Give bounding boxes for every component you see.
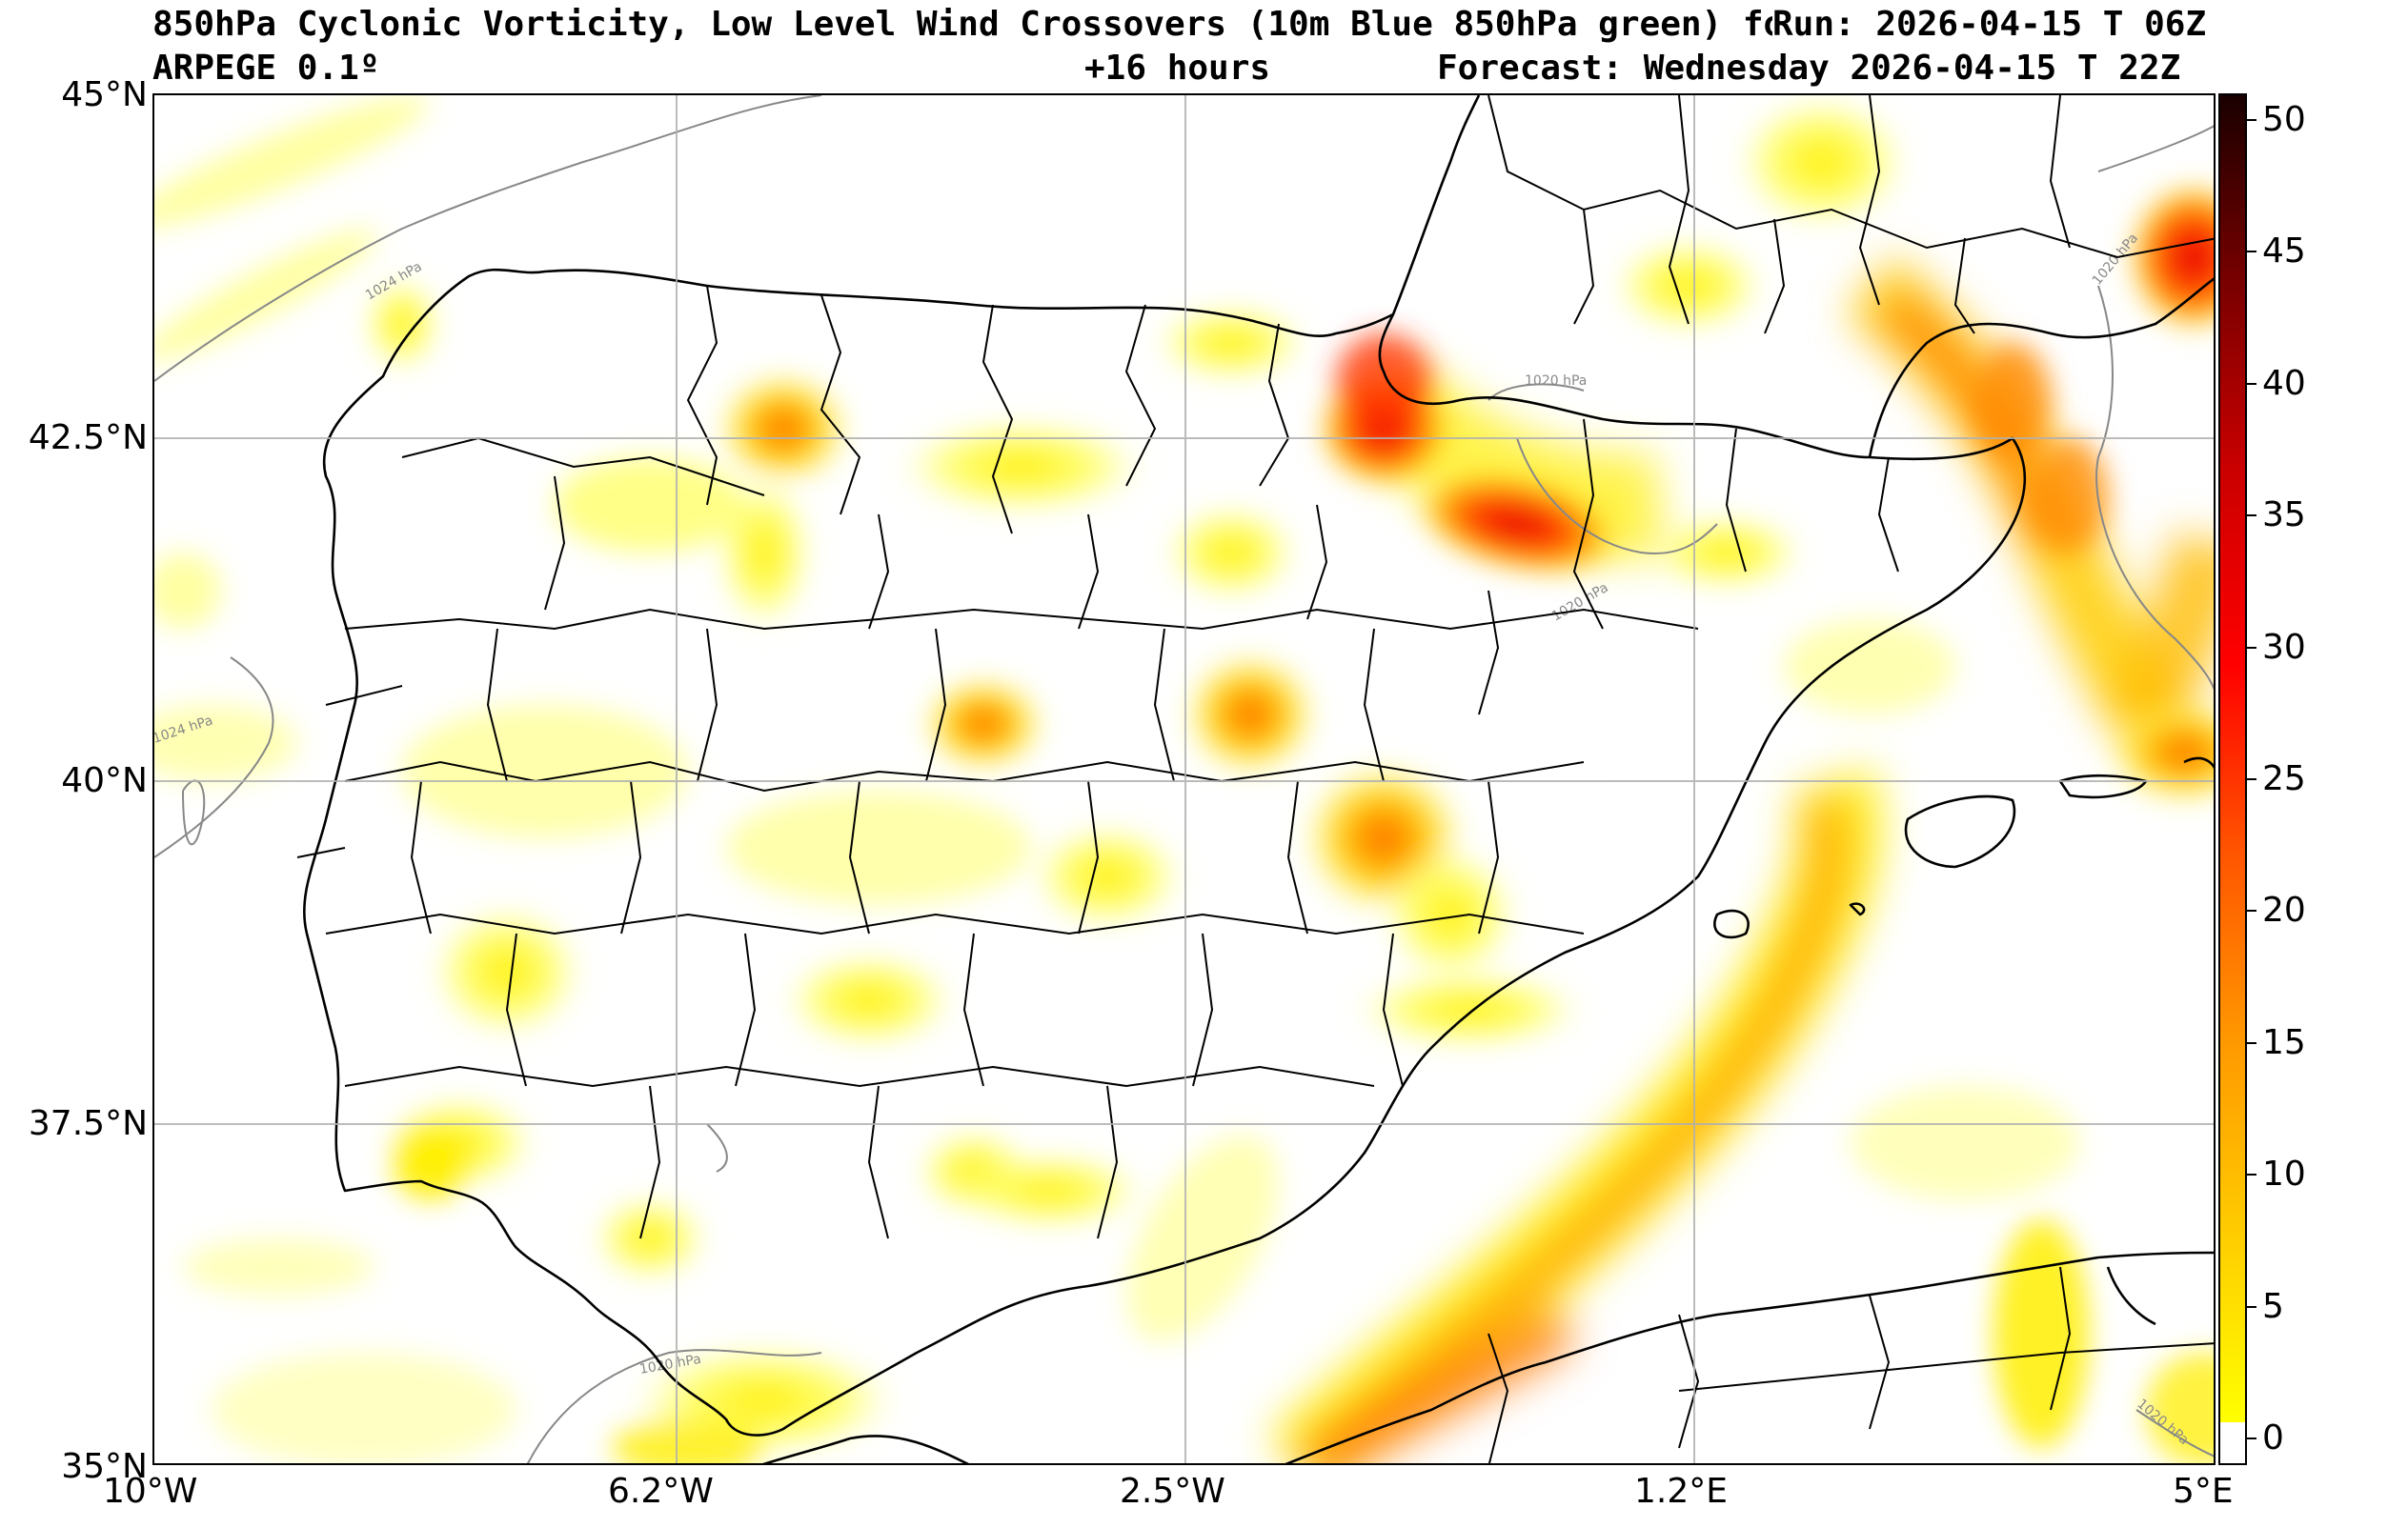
colorbar-tick-label: 40 — [2262, 363, 2306, 403]
colorbar-tick-label: 20 — [2262, 891, 2306, 931]
admin-borders — [296, 95, 2214, 1463]
gridlines — [154, 95, 2214, 1463]
lon-tick-label: 10°W — [103, 1472, 198, 1511]
lat-tick-label: 42.5°N — [28, 418, 148, 457]
colorbar-tick — [2247, 251, 2256, 253]
isobar-label: 1020 hPa — [1549, 580, 1611, 625]
colorbar-tick-label: 25 — [2262, 759, 2306, 798]
lon-tick-label: 6.2°W — [608, 1472, 714, 1511]
colorbar — [2218, 93, 2247, 1465]
map-panel: 1024 hPa 1024 hPa 1020 hPa 1020 hPa 1020… — [152, 93, 2216, 1465]
run-time: Run: 2026-04-15 T 06Z — [1772, 5, 2207, 44]
colorbar-tick-label: 35 — [2262, 495, 2306, 535]
colorbar-tick — [2247, 514, 2256, 517]
colorbar-tick-label: 45 — [2262, 231, 2306, 271]
colorbar-tick — [2247, 646, 2256, 649]
colorbar-tick-label: 15 — [2262, 1022, 2306, 1062]
isobar-label: 1020 hPa — [1525, 373, 1587, 389]
lead-time: +16 hours — [1084, 49, 1271, 88]
colorbar-tick — [2247, 1305, 2256, 1308]
lat-tick-label: 35°N — [61, 1447, 148, 1486]
forecast-time: Forecast: Wednesday 2026-04-15 T 22Z — [1437, 49, 2181, 88]
lat-tick-label: 40°N — [61, 761, 148, 800]
colorbar-tick — [2247, 1438, 2256, 1439]
colorbar-tick — [2247, 119, 2256, 121]
lat-tick-label: 45°N — [61, 75, 148, 114]
lon-tick-label: 1.2°E — [1634, 1472, 1728, 1511]
lat-tick-label: 37.5°N — [28, 1104, 148, 1143]
colorbar-tick — [2247, 778, 2256, 780]
lon-tick-label: 2.5°W — [1120, 1472, 1225, 1511]
colorbar-tick-label: 50 — [2262, 100, 2306, 139]
coastlines — [303, 95, 2214, 1463]
colorbar-tick-label: 10 — [2262, 1155, 2306, 1195]
vorticity-cores — [1317, 181, 2214, 805]
colorbar-tick — [2247, 382, 2256, 385]
colorbar-tick — [2247, 1174, 2256, 1176]
model-name: ARPEGE 0.1º — [152, 49, 380, 88]
colorbar-tick-label: 5 — [2262, 1286, 2284, 1326]
colorbar-tick-label: 30 — [2262, 627, 2306, 667]
vorticity-field — [154, 95, 2214, 1463]
colorbar-tick — [2247, 1041, 2256, 1044]
lon-tick-label: 5°E — [2173, 1472, 2234, 1511]
colorbar-tick — [2247, 910, 2256, 913]
colorbar-tick-label: 0 — [2262, 1418, 2284, 1458]
